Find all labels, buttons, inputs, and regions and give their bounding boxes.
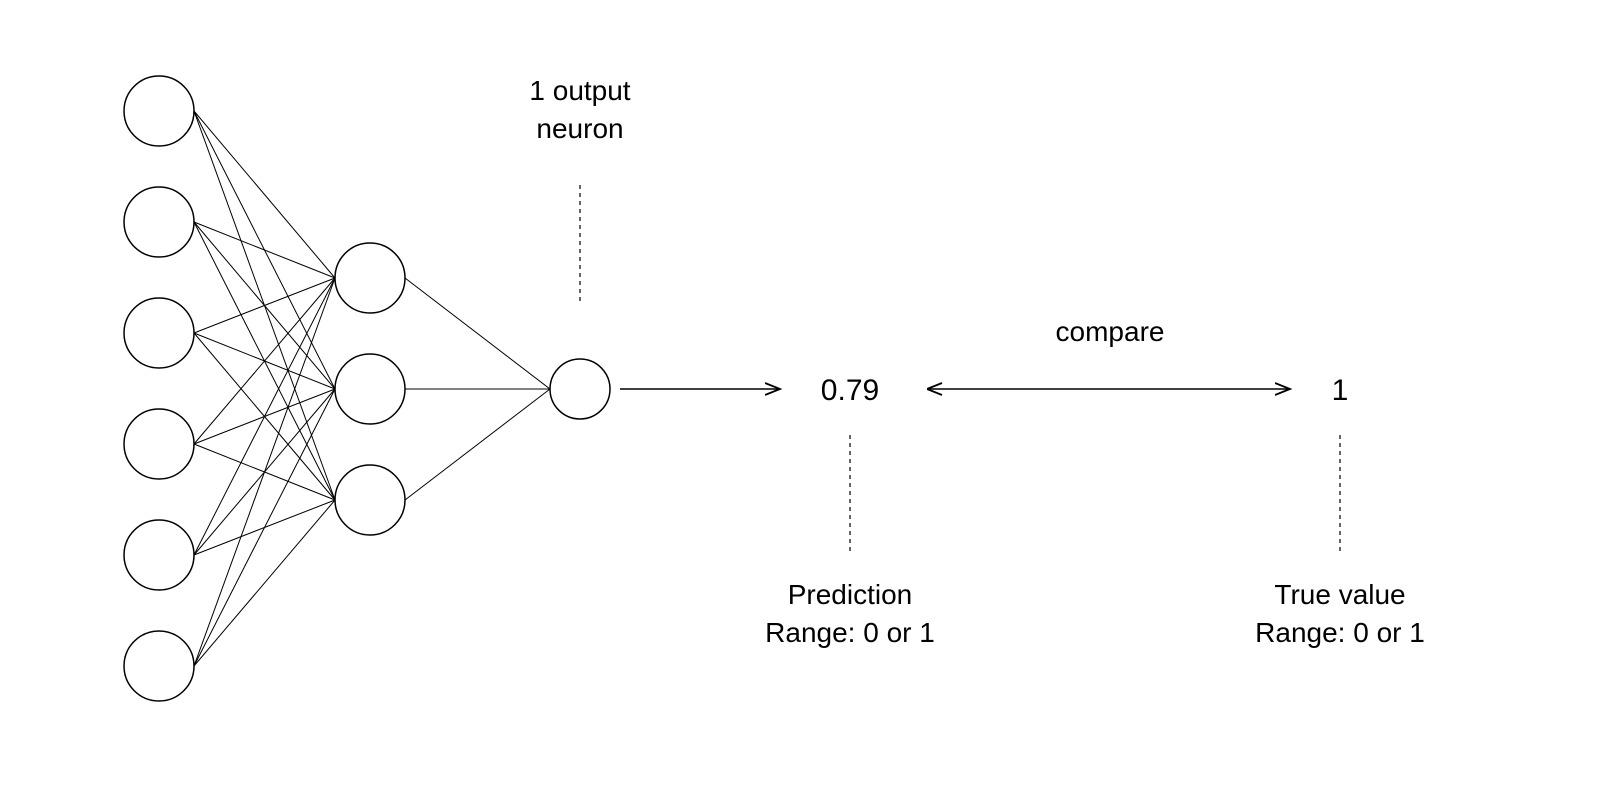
true-value-text: 1 — [1332, 374, 1349, 407]
true-value-label: True value Range: 0 or 1 — [1190, 576, 1490, 652]
prediction-label-line1: Prediction — [788, 579, 913, 610]
output-label-line1: 1 output — [529, 75, 630, 106]
prediction-label: Prediction Range: 0 or 1 — [700, 576, 1000, 652]
compare-label-text: compare — [1056, 316, 1165, 347]
prediction-label-line2: Range: 0 or 1 — [765, 617, 935, 648]
compare-label: compare — [960, 313, 1260, 351]
output-neuron-label: 1 output neuron — [430, 72, 730, 148]
prediction-value-text: 0.79 — [821, 374, 879, 407]
true-value: 1 — [1190, 371, 1490, 412]
output-label-line2: neuron — [536, 113, 623, 144]
true-label-line1: True value — [1274, 579, 1405, 610]
true-label-line2: Range: 0 or 1 — [1255, 617, 1425, 648]
prediction-value: 0.79 — [700, 371, 1000, 412]
